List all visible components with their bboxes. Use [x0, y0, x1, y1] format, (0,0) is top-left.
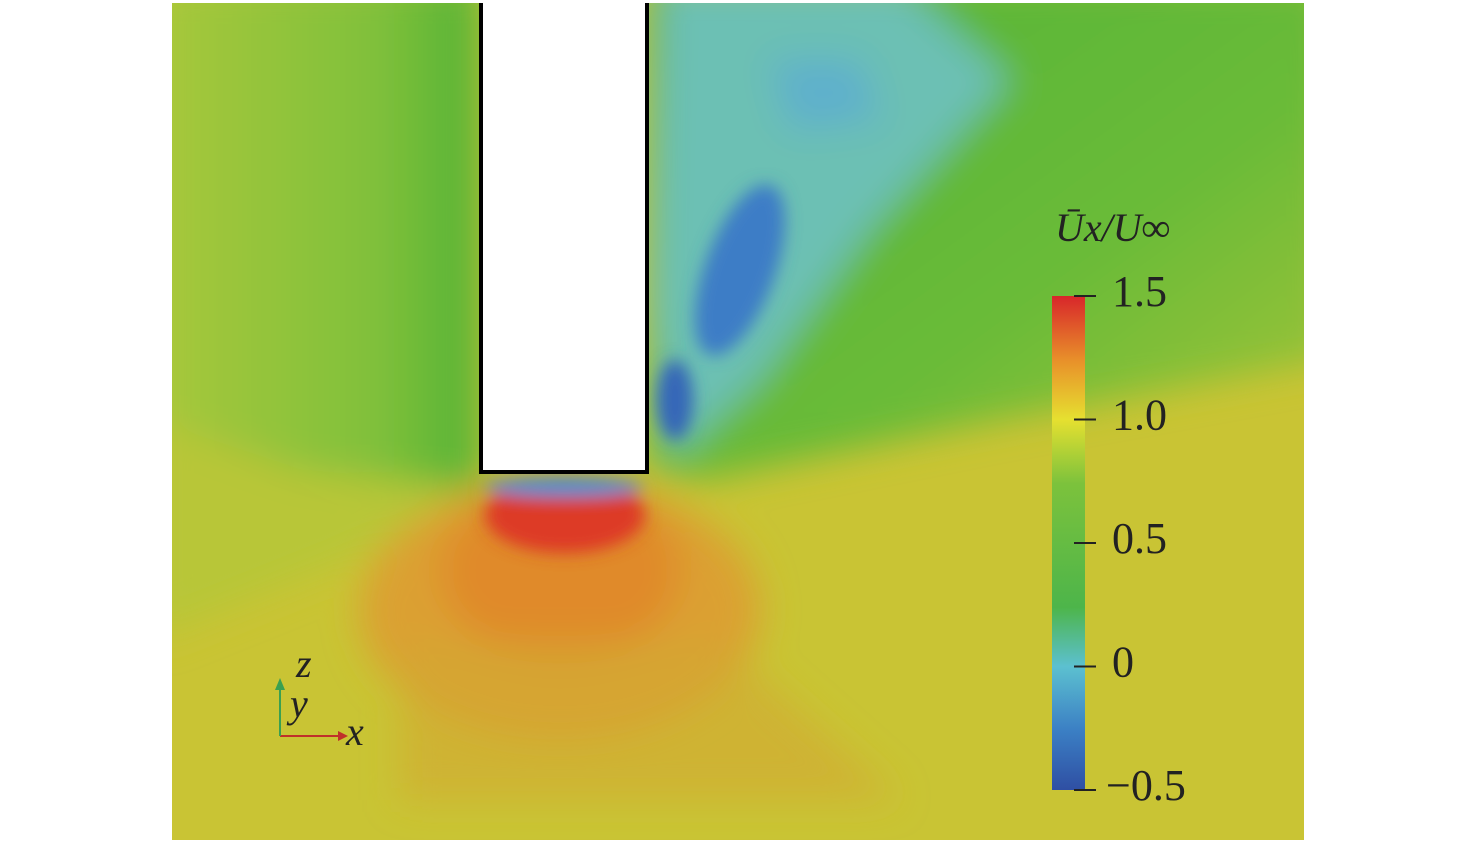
colorbar-tick-label: 0.5	[1112, 514, 1167, 563]
contour-field	[172, 3, 1304, 840]
y-label: y	[286, 681, 308, 726]
colorbar-tick-label: 1.0	[1112, 391, 1167, 440]
x-label: x	[345, 709, 364, 754]
colorbar-title: Ūx/U∞	[1055, 205, 1170, 250]
axes-triad: z y x	[275, 641, 364, 754]
z-label: z	[295, 641, 312, 686]
colorbar-tick-label: 1.5	[1112, 267, 1167, 316]
colorbar-tick-label: −0.5	[1106, 761, 1186, 810]
colorbar-tick-label: 0	[1112, 638, 1134, 687]
